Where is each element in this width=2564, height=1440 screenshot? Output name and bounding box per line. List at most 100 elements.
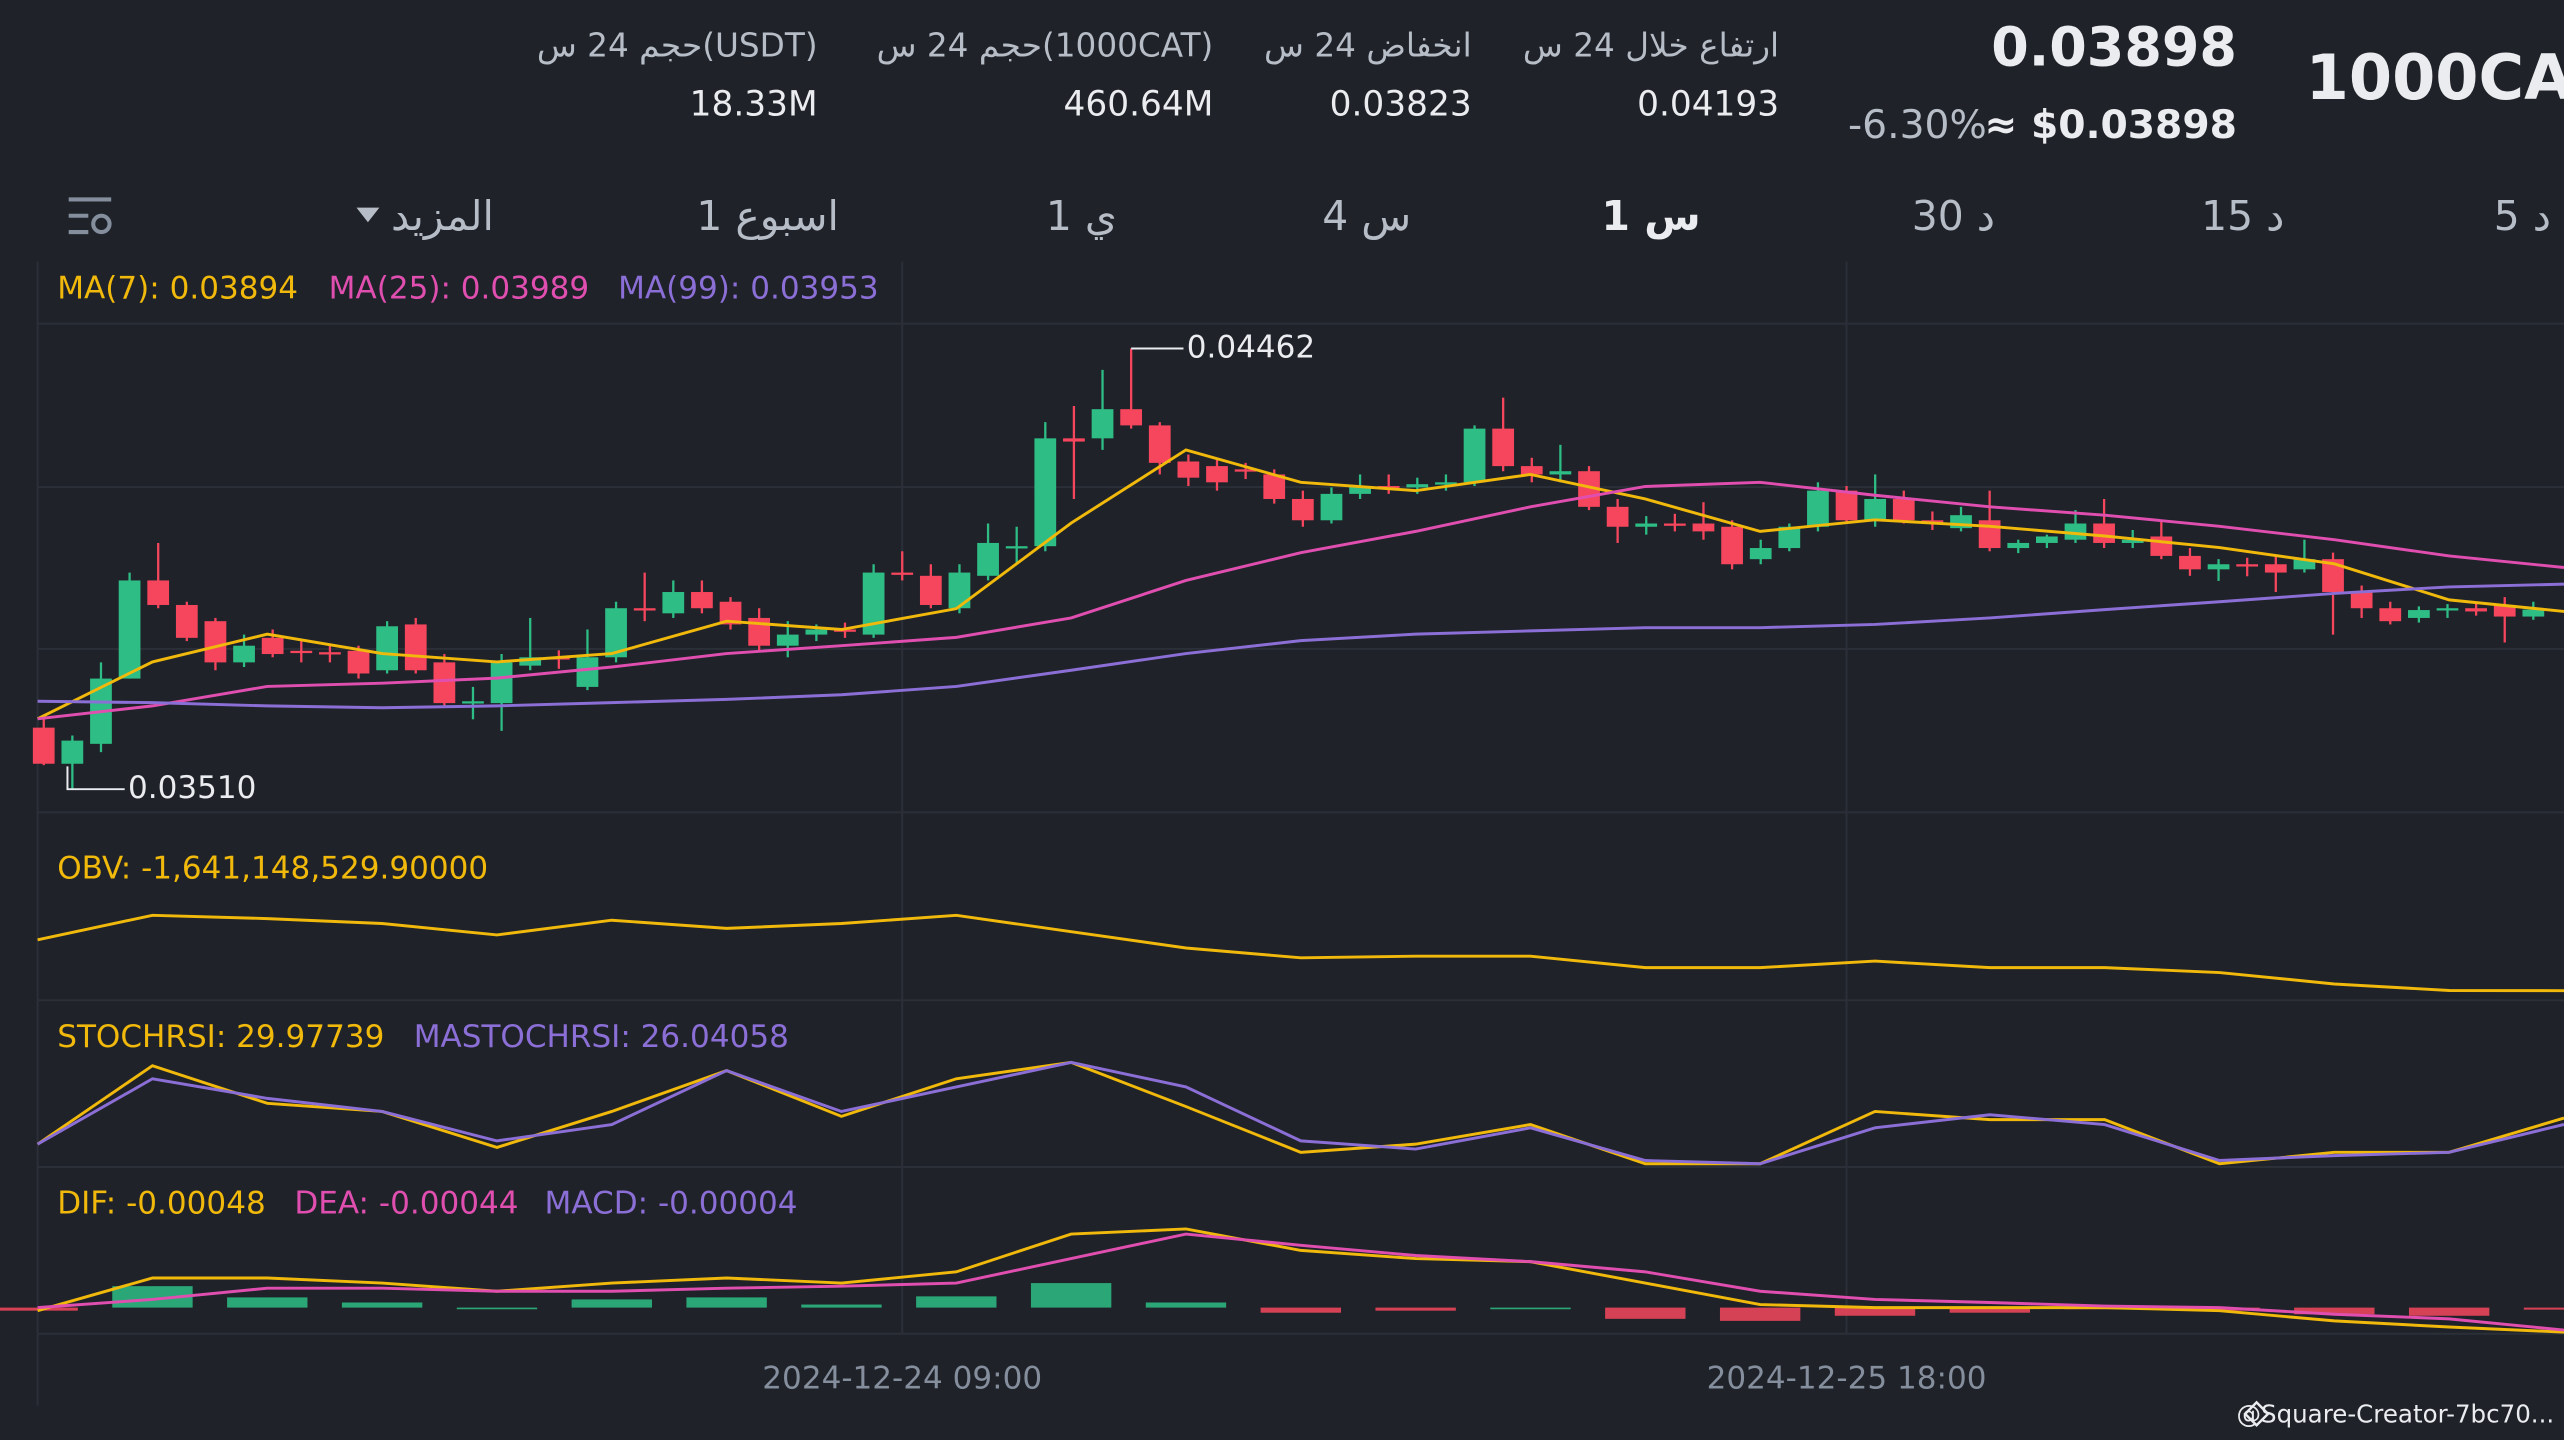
candle-body [605,608,627,658]
legend-entry: OBV: -1,641,148,529.90000 [57,851,488,887]
candle-body [1435,482,1457,485]
macd-bar [1949,1307,2031,1313]
candle-body [1492,428,1515,467]
candle-body [1520,466,1543,475]
candle-body [1864,498,1887,521]
candle-body [1148,425,1171,463]
candle-body [1063,438,1085,442]
indicator-line [36,1060,2564,1166]
x-tick-label: 2024-12-24 09:00 [762,1361,1042,1397]
candle-body [2179,555,2201,570]
low-label: 0.03510 [128,770,256,806]
candle-body [261,637,284,655]
candle-body [2522,609,2545,617]
candle-body [1263,474,1286,499]
candle-body [2350,592,2373,609]
stat-label: ارتفاع خلال 24 س [1523,26,1779,64]
candle-body [2121,539,2144,543]
indicator-line [36,448,2564,721]
candle-body [2064,523,2087,540]
candle-body [462,701,484,704]
candle-body [633,608,656,611]
candle-body [1377,486,1400,489]
candle-body [1406,484,1429,488]
candle-body [662,592,685,614]
candle-body [1320,493,1343,521]
candle-body [32,727,55,764]
stat-value: 0.03823 [1330,85,1472,125]
interval-tab[interactable]: 5 د [2494,192,2551,240]
candle-body [204,621,227,663]
candle-body [2236,564,2259,567]
interval-tab[interactable]: 1 ي [1046,192,1117,240]
legend-entry: DIF: -0.00048 [57,1186,265,1222]
diamond [2243,1400,2270,1428]
settings-icon[interactable] [68,197,112,235]
candle-body [1692,523,1715,532]
watermark: @Square-Creator-7bc70... [2236,1399,2554,1428]
macd-bar [1260,1307,1341,1313]
interval-tab[interactable]: 1 س [1602,192,1701,240]
candle-body [891,572,914,575]
candle-body [1778,526,1801,549]
candle-body [2379,608,2402,622]
candle-body [2493,604,2516,617]
candle-body [1091,409,1114,439]
macd-bar [1719,1307,1801,1321]
symbol: 1000CAT [2306,41,2564,114]
candle-body [1721,526,1743,565]
legend-entry: STOCHRSI: 29.97739 [57,1019,384,1055]
candle-body [576,657,599,687]
macd-bar [2408,1307,2490,1316]
interval-tab[interactable]: 15 د [2201,192,2284,240]
interval-tab[interactable]: المزيد [391,192,494,240]
candle-body [319,652,341,655]
usd-price: ≈ $0.03898 [1984,103,2236,148]
macd-bar [2294,1307,2375,1315]
last-price: 0.03898 [1991,15,2237,78]
macd-bar [227,1297,308,1308]
legend-entry: MASTOCHRSI: 26.04058 [414,1019,789,1055]
high-label: 0.04462 [1187,330,1315,366]
candle-body [490,662,513,704]
candle-body [691,592,713,609]
candle-body [347,650,370,674]
price-change: -6.30% [1848,103,1987,148]
interval-tab[interactable]: 1 اسبوع [696,192,838,240]
legend-entry: MACD: -0.00004 [545,1186,798,1222]
candle-body [2007,542,2030,549]
indicator-line [37,1227,2564,1334]
stat-label: انخفاض 24 س [1264,26,1472,64]
macd-bar [341,1302,423,1308]
candle-body [1807,490,1829,527]
candle-body [776,634,799,646]
candle-body [61,740,84,764]
candle-body [404,624,427,671]
indicator-line [37,582,2564,710]
candle-body [919,575,942,605]
candle-body [2436,608,2459,611]
stat-label: حجم 24 س(USDT) [537,26,818,64]
candle-body [2465,608,2487,612]
candle-body [1034,438,1057,547]
interval-tab[interactable]: 30 د [1912,192,1995,240]
candle-body [977,542,999,576]
legend-entry: DEA: -0.00044 [294,1186,518,1222]
dropdown-arrow[interactable] [356,207,380,223]
candle-body [1291,498,1314,521]
candle-body [948,572,971,609]
candle-body [2150,536,2173,556]
candle-body [433,662,456,704]
candle-body [2408,610,2430,618]
candle-body [1177,461,1200,478]
candle-body [805,629,828,635]
candle-body [2322,559,2344,593]
candle-body [2035,536,2058,543]
interval-tab[interactable]: 4 س [1322,192,1411,240]
indicator-line [37,913,2564,993]
macd-bar [571,1299,652,1308]
stat-value: 18.33M [690,85,818,125]
candle-body [175,604,198,638]
candle-body [1749,548,1772,560]
